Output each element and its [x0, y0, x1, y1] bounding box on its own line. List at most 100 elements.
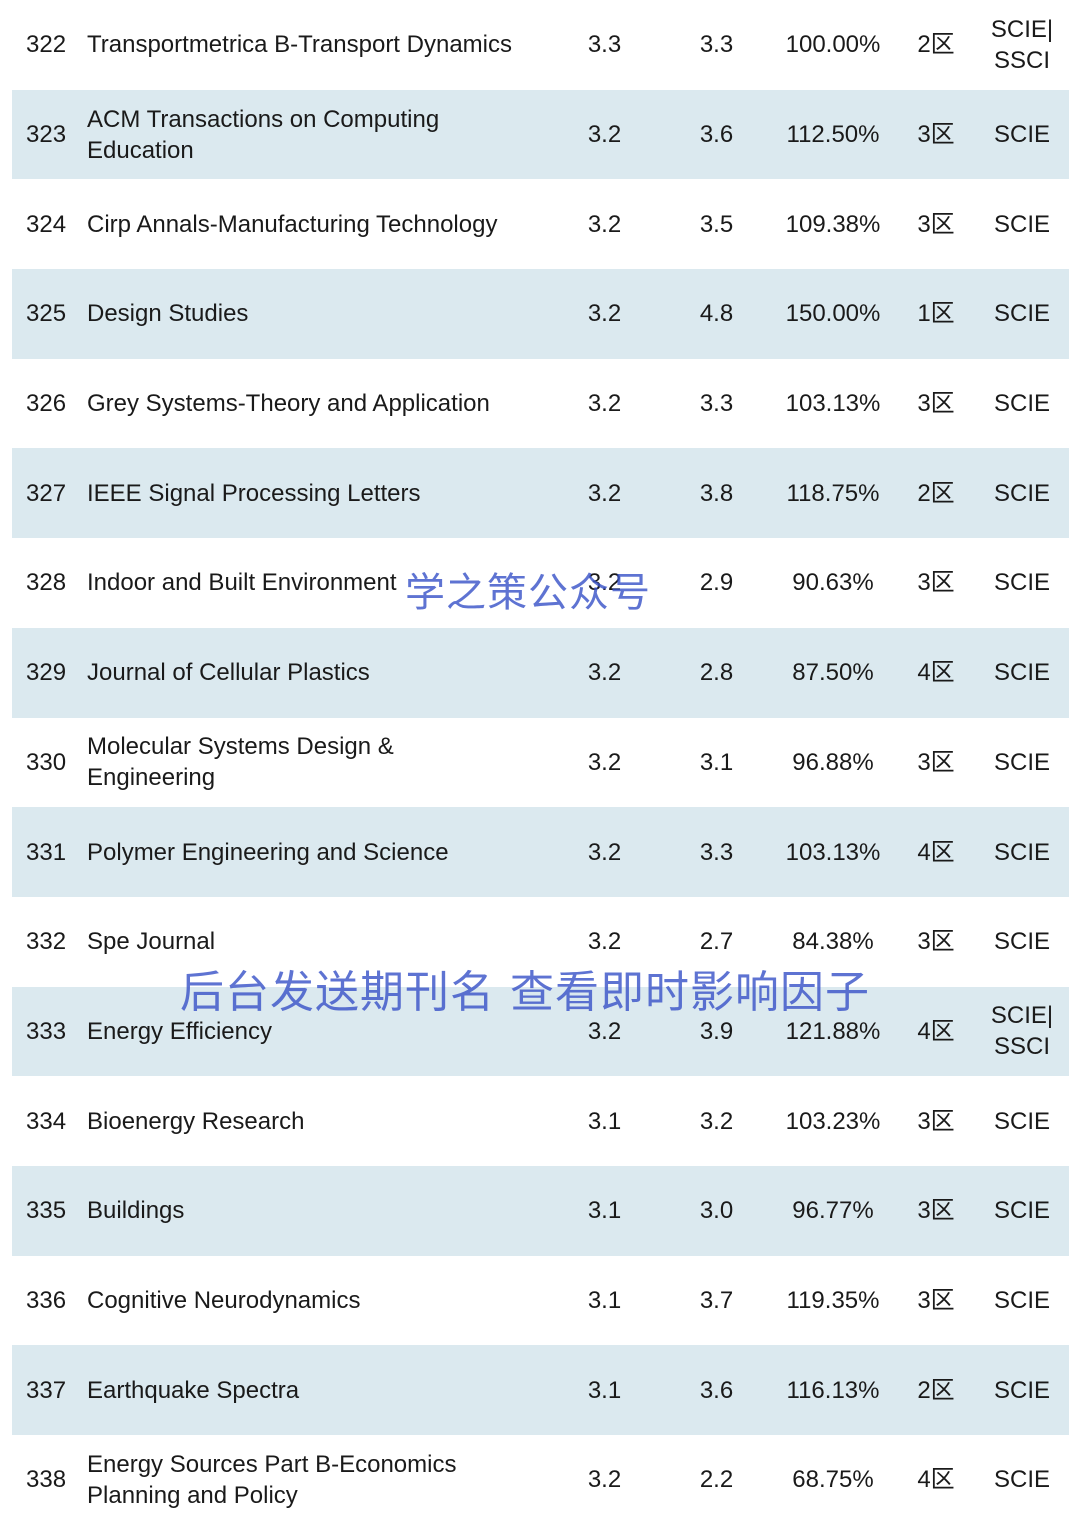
table-row: 326 Grey Systems-Theory and Application 3.… [12, 359, 1069, 449]
change-percentage: 84.38% [792, 928, 874, 956]
predicted-impact-factor: 2.7 [699, 928, 734, 956]
change-percentage: 103.13% [785, 838, 881, 866]
watermark-account: 学之策公众号 [405, 570, 651, 616]
row-number: 328 [26, 569, 67, 597]
index-type: SCIE [993, 121, 1050, 149]
index-type: SCIE [993, 748, 1050, 776]
index-type: SCIE [993, 928, 1050, 956]
table-row: 334 Bioenergy Research 3.1 3.2 103.23% 3区 SCIE [12, 1076, 1069, 1166]
zone-rank: 2区 [917, 1376, 955, 1404]
change-percentage: 103.13% [785, 390, 881, 418]
index-type: SCIE [993, 390, 1050, 418]
impact-factor: 3.2 [587, 569, 622, 597]
zone-rank: 3区 [917, 390, 955, 418]
index-type: SCIE [993, 479, 1050, 507]
zone-rank: 4区 [917, 838, 955, 866]
change-percentage: 121.88% [785, 1017, 881, 1045]
impact-factor: 3.1 [587, 1197, 622, 1225]
journal-name: Grey Systems-Theory and Application [87, 390, 490, 418]
predicted-impact-factor: 3.6 [699, 1376, 734, 1404]
impact-factor: 3.2 [587, 390, 622, 418]
zone-rank: 3区 [917, 748, 955, 776]
predicted-impact-factor: 2.2 [699, 1466, 734, 1494]
row-number: 338 [26, 1466, 67, 1494]
predicted-impact-factor: 3.1 [699, 748, 734, 776]
journal-name: Bioenergy Research [87, 1107, 305, 1135]
change-percentage: 119.35% [786, 1286, 880, 1314]
table-row: 323 ACM Transactions on Computing Educati… [12, 89, 1069, 180]
journal-name: IEEE Signal Processing Letters [87, 479, 421, 507]
index-type: SCIE [993, 1107, 1050, 1135]
predicted-impact-factor: 3.7 [699, 1286, 734, 1314]
predicted-impact-factor: 4.8 [699, 300, 734, 328]
journal-name: Cirp Annals-Manufacturing Technology [87, 210, 498, 238]
predicted-impact-factor: 2.9 [699, 569, 734, 597]
row-number: 322 [26, 31, 67, 59]
watermark-instruction: 后台发送期刊名 查看即时影响因子 [180, 967, 870, 1018]
table-row: 332 Spe Journal 3.2 2.7 84.38% 3区 SCIE [12, 897, 1069, 987]
impact-factor: 3.3 [587, 31, 622, 59]
index-type: SCIE| SSCI [990, 1002, 1054, 1061]
journal-name: Earthquake Spectra [87, 1376, 300, 1404]
table-row: 336 Cognitive Neurodynamics 3.1 3.7 119.35% 3… [12, 1256, 1069, 1346]
impact-factor: 3.1 [587, 1107, 622, 1135]
impact-factor: 3.2 [587, 121, 622, 149]
zone-rank: 4区 [917, 1466, 955, 1494]
change-percentage: 116.13% [786, 1376, 880, 1404]
index-type: SCIE [993, 1286, 1050, 1314]
index-type: SCIE [993, 210, 1050, 238]
row-number: 337 [26, 1376, 67, 1404]
index-type: SCIE [993, 1376, 1050, 1404]
table-row: 329 Journal of Cellular Plastics 3.2 2.8 87.… [12, 627, 1069, 718]
table-row: 325 Design Studies 3.2 4.8 150.00% 1区 SCIE [12, 269, 1069, 359]
table-row: 328 Indoor and Built Environment 3.2 2.9 90.… [12, 538, 1069, 628]
change-percentage: 100.00% [785, 31, 881, 59]
journal-name: Buildings [87, 1197, 185, 1225]
predicted-impact-factor: 2.8 [699, 659, 734, 687]
journal-name: Design Studies [87, 300, 249, 328]
journal-name: Cognitive Neurodynamics [87, 1286, 361, 1314]
row-number: 330 [26, 748, 67, 776]
impact-factor: 3.2 [587, 1017, 622, 1045]
predicted-impact-factor: 3.0 [699, 1197, 734, 1225]
row-number: 333 [26, 1017, 67, 1045]
row-number: 334 [26, 1107, 67, 1135]
journal-name: ACM Transactions on Computing Education [87, 105, 440, 164]
row-number: 332 [26, 928, 67, 956]
table-row: 338 Energy Sources Part B-Economics Plann… [12, 1435, 1069, 1525]
predicted-impact-factor: 3.9 [699, 1017, 734, 1045]
change-percentage: 109.38% [785, 210, 881, 238]
index-type: SCIE [993, 1466, 1050, 1494]
zone-rank: 3区 [917, 121, 955, 149]
row-number: 327 [26, 479, 67, 507]
change-percentage: 68.75% [792, 1466, 874, 1494]
journal-name: Transportmetrica B-Transport Dynamics [87, 31, 512, 59]
table-row: 333 Energy Efficiency 3.2 3.9 121.88% 4区 SCIE|… [12, 986, 1069, 1077]
change-percentage: 118.75% [786, 479, 880, 507]
index-type: SCIE [993, 1197, 1050, 1225]
zone-rank: 2区 [917, 479, 955, 507]
row-number: 325 [26, 300, 67, 328]
change-percentage: 87.50% [792, 659, 874, 687]
predicted-impact-factor: 3.3 [699, 838, 734, 866]
zone-rank: 4区 [917, 1017, 955, 1045]
row-number: 335 [26, 1197, 67, 1225]
zone-rank: 4区 [917, 659, 955, 687]
impact-factor: 3.2 [587, 928, 622, 956]
predicted-impact-factor: 3.6 [699, 121, 734, 149]
impact-factor: 3.2 [587, 838, 622, 866]
table-row: 337 Earthquake Spectra 3.1 3.6 116.13% 2区 SCIE [12, 1345, 1069, 1435]
row-number: 326 [26, 390, 67, 418]
index-type: SCIE [993, 838, 1050, 866]
impact-factor: 3.2 [587, 210, 622, 238]
index-type: SCIE| SSCI [990, 15, 1054, 74]
table-row: 322 Transportmetrica B-Transport Dynamics… [12, 0, 1069, 90]
change-percentage: 96.77% [792, 1197, 874, 1225]
journal-table: 322 Transportmetrica B-Transport Dynamics… [12, 0, 1069, 1525]
journal-name: Molecular Systems Design & Engineering [87, 733, 394, 792]
journal-name: Energy Sources Part B-Economics Planning… [87, 1450, 457, 1509]
zone-rank: 3区 [917, 1286, 955, 1314]
impact-factor: 3.1 [587, 1376, 622, 1404]
zone-rank: 3区 [917, 1107, 955, 1135]
row-number: 329 [26, 659, 67, 687]
